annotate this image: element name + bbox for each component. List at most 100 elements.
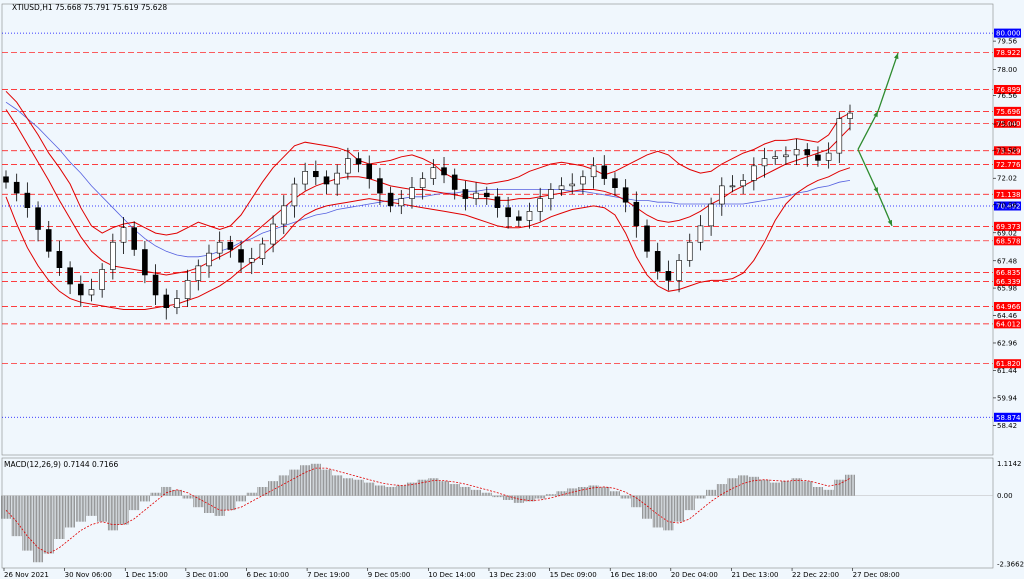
- macd-tick-label: -2.3662: [997, 561, 1024, 569]
- candle-body: [77, 283, 84, 296]
- candle-body: [99, 269, 105, 290]
- candle-body: [729, 185, 736, 188]
- candle-body: [580, 176, 586, 185]
- candle-body: [419, 178, 426, 188]
- candle-body: [67, 267, 73, 285]
- macd-panel-frame: [1, 457, 994, 569]
- price-tick-label: 64.46: [997, 312, 1018, 320]
- candle-body: [772, 156, 779, 159]
- candle-body: [280, 205, 287, 225]
- level-price-label: 58.874: [996, 414, 1021, 422]
- level-price-label: 61.820: [996, 360, 1021, 368]
- candle-body: [3, 176, 9, 183]
- level-price-label: 72.776: [996, 161, 1021, 169]
- symbol-header: XTIUSD,H1 75.668 75.791 75.619 75.628: [12, 3, 167, 12]
- macd-panel: [1, 457, 994, 569]
- time-tick-label: 21 Dec 13:00: [731, 571, 778, 579]
- price-tick-label: 58.42: [997, 422, 1017, 430]
- candle-body: [676, 260, 682, 281]
- candle-body: [45, 229, 52, 252]
- time-tick-label: 27 Dec 08:00: [853, 571, 900, 579]
- candle-body: [345, 158, 351, 174]
- price-tick-label: 73.56: [997, 147, 1018, 155]
- candle-body: [195, 265, 202, 281]
- candle-body: [601, 165, 608, 179]
- candle-body: [825, 152, 832, 161]
- price-tick-label: 70.56: [997, 201, 1018, 209]
- level-price-label: 70.492: [996, 203, 1021, 211]
- candle-body: [216, 241, 223, 254]
- price-tick-label: 62.96: [997, 339, 1018, 347]
- forecast-arrow-head: [873, 111, 878, 118]
- candle-body: [355, 158, 362, 165]
- candle-body: [377, 178, 383, 194]
- candle-body: [259, 243, 266, 259]
- candle-body: [740, 180, 746, 187]
- candle-body: [622, 187, 629, 203]
- level-price-tag: [994, 236, 1021, 246]
- bollinger-upper-band: [5, 90, 851, 236]
- forecast-arrow: [877, 192, 893, 227]
- main-price-panel: [1, 3, 994, 456]
- main-panel-frame: [1, 3, 994, 456]
- level-price-label: 75.696: [996, 108, 1021, 116]
- candle-body: [120, 227, 127, 243]
- candle-body: [24, 192, 31, 208]
- forecast-arrow: [857, 149, 879, 194]
- time-tick-label: 30 Nov 06:00: [65, 571, 112, 579]
- candle-body: [398, 198, 405, 207]
- time-axis: 26 Nov 2021 30 Nov 06:00 1 Dec 15:00 3 Dec …: [3, 568, 900, 579]
- forecast-arrow: [877, 52, 899, 112]
- candle-body: [334, 172, 340, 185]
- level-price-label: 64.012: [996, 320, 1021, 328]
- candle-body: [590, 165, 597, 178]
- candle-body: [718, 185, 725, 205]
- candle-body: [387, 192, 394, 207]
- level-price-tag: [994, 159, 1021, 169]
- time-tick-label: 13 Dec 23:00: [489, 571, 536, 579]
- price-axis: 80.000 78.922 76.899 75.696 75.040 73.529 72.7…: [993, 28, 1024, 569]
- candle-body: [313, 171, 319, 178]
- bollinger-lower-band: [5, 167, 851, 310]
- candle-body: [430, 167, 437, 179]
- level-price-tag: [994, 268, 1021, 278]
- level-price-label: 75.040: [996, 120, 1021, 128]
- level-price-label: 71.138: [996, 191, 1021, 199]
- candle-body: [248, 258, 255, 263]
- candle-body: [441, 167, 447, 176]
- level-price-tag: [994, 221, 1021, 231]
- forecast-arrow-head: [873, 187, 878, 194]
- price-tick-label: 72.02: [997, 175, 1017, 183]
- price-tick-label: 59.94: [997, 394, 1018, 402]
- level-price-label: 64.966: [996, 303, 1021, 311]
- time-tick-label: 10 Dec 14:00: [428, 571, 475, 579]
- price-tick-label: 75.00: [997, 121, 1017, 129]
- candle-body: [665, 271, 672, 281]
- level-price-tag: [994, 412, 1021, 422]
- candle-body: [13, 181, 20, 194]
- candle-body: [184, 280, 191, 299]
- candle-body: [462, 189, 469, 199]
- candle-body: [697, 225, 704, 243]
- level-price-tag: [994, 359, 1021, 369]
- candle-body: [291, 183, 298, 207]
- candle-body: [686, 241, 693, 261]
- candle-body: [558, 185, 565, 190]
- price-tick-label: 79.56: [997, 38, 1018, 46]
- time-tick-label: 22 Dec 22:00: [792, 571, 839, 579]
- time-tick-label: 26 Nov 2021: [4, 571, 49, 579]
- candle-body: [174, 298, 180, 308]
- time-tick-label: 7 Dec 19:00: [307, 571, 350, 579]
- level-price-tag: [994, 28, 1021, 38]
- candle-body: [751, 165, 757, 181]
- candle-body: [494, 196, 501, 208]
- level-price-label: 66.835: [996, 269, 1021, 277]
- candle-body: [654, 251, 661, 272]
- level-price-tag: [994, 301, 1021, 311]
- candle-body: [302, 171, 308, 185]
- time-tick-label: 6 Dec 10:00: [246, 571, 289, 579]
- candle-body: [152, 274, 159, 296]
- level-price-label: 78.922: [996, 49, 1021, 57]
- level-price-tag: [994, 48, 1021, 58]
- forecast-arrow: [857, 110, 879, 150]
